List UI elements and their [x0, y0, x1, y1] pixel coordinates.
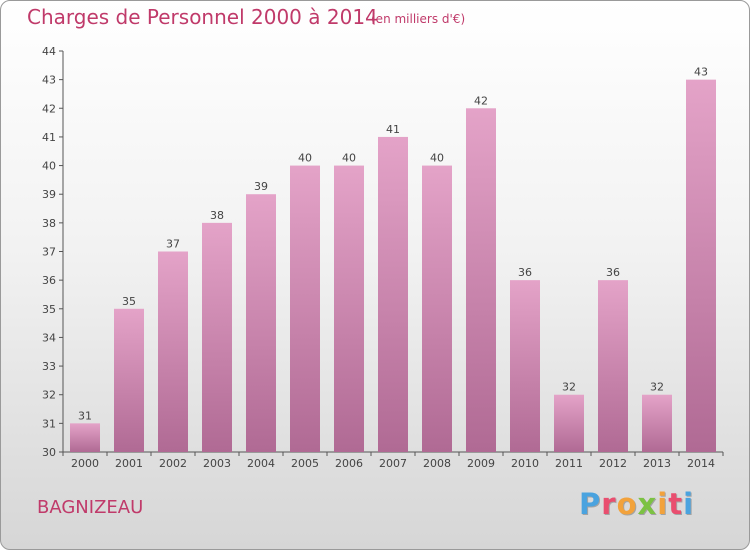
- data-label: 36: [606, 266, 620, 279]
- logo-letter: o: [616, 487, 638, 521]
- bar: [510, 280, 540, 452]
- data-label: 37: [166, 238, 180, 251]
- data-label: 36: [518, 266, 532, 279]
- x-tick-label: 2006: [335, 457, 363, 470]
- x-tick-label: 2001: [115, 457, 143, 470]
- data-label: 40: [298, 152, 312, 165]
- y-tick-label: 43: [42, 74, 56, 87]
- bar: [334, 165, 364, 453]
- bar: [378, 136, 408, 452]
- bar: [290, 165, 320, 453]
- x-tick-label: 2007: [379, 457, 407, 470]
- y-tick-label: 30: [42, 446, 56, 459]
- data-label: 39: [254, 180, 268, 193]
- bar: [246, 194, 276, 452]
- y-tick-label: 41: [42, 131, 56, 144]
- bar: [202, 222, 232, 452]
- data-label: 32: [562, 381, 576, 394]
- chart-subtitle: (en milliers d'€): [371, 12, 466, 26]
- bar: [70, 423, 100, 452]
- y-tick-label: 35: [42, 303, 56, 316]
- x-tick-label: 2011: [555, 457, 583, 470]
- x-tick-label: 2003: [203, 457, 231, 470]
- logo-letter: P: [579, 487, 602, 521]
- y-tick-label: 32: [42, 389, 56, 402]
- bar: [422, 165, 452, 453]
- y-tick-label: 38: [42, 217, 56, 230]
- bar: [598, 280, 628, 452]
- data-label: 43: [694, 66, 708, 79]
- bar: [554, 394, 584, 452]
- data-label: 42: [474, 94, 488, 107]
- bar: [466, 108, 496, 453]
- y-tick-label: 40: [42, 160, 56, 173]
- x-tick-label: 2000: [71, 457, 99, 470]
- x-tick-label: 2005: [291, 457, 319, 470]
- x-tick-label: 2014: [687, 457, 715, 470]
- data-label: 38: [210, 209, 224, 222]
- bar: [686, 79, 716, 453]
- y-tick-label: 36: [42, 274, 56, 287]
- data-label: 41: [386, 123, 400, 136]
- logo-letter: i: [657, 487, 669, 521]
- data-label: 35: [122, 295, 136, 308]
- y-tick-label: 39: [42, 188, 56, 201]
- bar: [642, 394, 672, 452]
- chart-title: Charges de Personnel 2000 à 2014: [27, 5, 378, 29]
- data-label: 40: [342, 152, 356, 165]
- data-label: 40: [430, 152, 444, 165]
- x-tick-label: 2004: [247, 457, 275, 470]
- bar: [114, 308, 144, 452]
- commune-name: BAGNIZEAU: [37, 497, 144, 518]
- y-tick-label: 37: [42, 246, 56, 259]
- x-tick-label: 2010: [511, 457, 539, 470]
- y-tick-label: 44: [42, 45, 56, 58]
- y-tick-label: 34: [42, 331, 56, 344]
- logo-letter: r: [601, 487, 617, 521]
- x-tick-label: 2012: [599, 457, 627, 470]
- y-tick-label: 42: [42, 102, 56, 115]
- x-tick-label: 2002: [159, 457, 187, 470]
- y-tick-label: 33: [42, 360, 56, 373]
- logo-letter: t: [668, 487, 684, 521]
- logo-letter: x: [637, 487, 658, 521]
- proxiti-logo[interactable]: Proxiti: [579, 487, 694, 521]
- logo-letter: i: [683, 487, 695, 521]
- bar: [158, 251, 188, 452]
- y-tick-label: 31: [42, 417, 56, 430]
- x-tick-label: 2009: [467, 457, 495, 470]
- x-tick-label: 2008: [423, 457, 451, 470]
- x-tick-label: 2013: [643, 457, 671, 470]
- data-label: 31: [78, 409, 92, 422]
- data-label: 32: [650, 381, 664, 394]
